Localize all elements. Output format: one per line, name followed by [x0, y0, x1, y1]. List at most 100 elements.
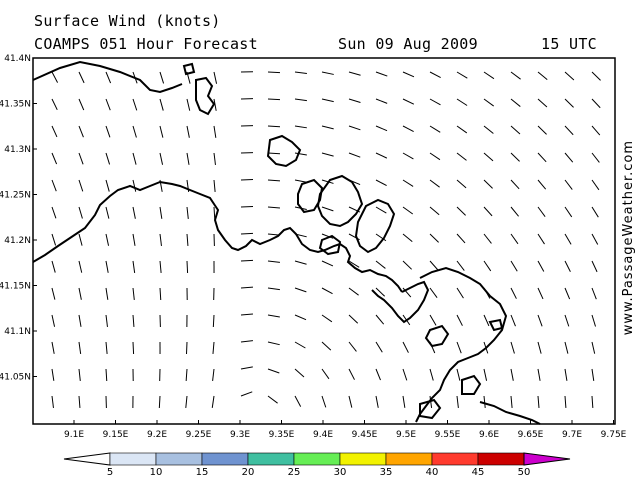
wind-barb — [348, 341, 357, 352]
wind-barb — [267, 71, 281, 74]
wind-barb — [240, 232, 254, 235]
island-se-2 — [419, 398, 442, 420]
wind-barb — [456, 125, 468, 134]
wind-barb — [294, 71, 307, 75]
wind-barb — [591, 395, 594, 409]
wind-barb — [132, 287, 135, 300]
wind-barb — [105, 98, 111, 111]
wind-barb — [510, 287, 517, 299]
wind-barb — [429, 233, 439, 243]
wind-barb — [185, 368, 188, 382]
wind-barb — [591, 287, 597, 300]
wind-barb — [483, 179, 493, 189]
wind-barb — [321, 125, 334, 130]
wind-barb — [510, 314, 516, 327]
wind-barb — [429, 98, 441, 106]
wind-barb — [105, 152, 111, 165]
wind-barb — [537, 341, 542, 354]
wind-barb — [186, 233, 189, 247]
colorbar-label: 35 — [380, 467, 393, 478]
wind-barb — [375, 314, 385, 325]
wind-barb — [537, 233, 545, 245]
wind-barb — [267, 260, 280, 263]
wind-barb — [267, 125, 281, 128]
lat-tick-label: 41.05N — [0, 373, 31, 383]
wind-barb — [294, 314, 307, 321]
wind-barb — [456, 341, 462, 354]
wind-barb — [483, 314, 490, 327]
wind-barb — [240, 286, 254, 289]
wind-barb — [212, 341, 215, 354]
wind-barb — [537, 260, 545, 272]
wind-barb — [537, 98, 548, 108]
wind-barb — [51, 206, 57, 219]
wind-barb — [158, 395, 161, 409]
wind-barb — [78, 341, 82, 354]
wind-barb — [213, 179, 216, 192]
wind-barb — [537, 179, 547, 190]
wind-barb — [105, 206, 110, 219]
wind-barb — [591, 368, 595, 381]
lon-tick-label: 9.5E — [396, 430, 416, 440]
wind-barb — [240, 340, 253, 343]
island-north-1 — [195, 76, 216, 116]
wind-barb — [483, 233, 492, 244]
colorbar-label: 45 — [472, 467, 485, 478]
wind-barb — [429, 125, 441, 133]
colorbar-max-arrow — [523, 452, 571, 466]
colorbar-segment — [201, 452, 249, 466]
colorbar-segment — [339, 452, 387, 466]
wind-barb — [51, 98, 58, 111]
wind-barb — [402, 233, 413, 243]
wind-barb — [348, 287, 359, 296]
wind-barb — [429, 314, 437, 326]
wind-barb — [564, 368, 568, 381]
wind-barb — [321, 368, 330, 380]
wind-barb — [267, 341, 280, 346]
wind-barb — [402, 71, 415, 78]
lat-tick-label: 41.25N — [0, 191, 31, 201]
wind-barb — [564, 233, 572, 245]
wind-barb — [456, 71, 468, 79]
wind-barb — [348, 152, 361, 158]
wind-barb — [456, 98, 468, 106]
wind-barb — [402, 98, 415, 105]
colorbar-segment — [247, 452, 295, 466]
lon-tick-label: 9.1E — [64, 430, 84, 440]
sardinia-east-coast — [415, 266, 508, 423]
wind-barb — [267, 395, 278, 404]
wind-barb — [429, 287, 438, 298]
wind-barb — [132, 314, 135, 328]
wind-barb — [321, 314, 333, 323]
wind-barb — [483, 395, 486, 408]
colorbar-label: 15 — [196, 467, 209, 478]
colorbar-segment — [431, 452, 479, 466]
island-se-1 — [461, 374, 482, 395]
wind-barb — [483, 125, 494, 134]
wind-barb — [78, 125, 84, 138]
wind-barbs — [51, 71, 601, 409]
wind-barb — [429, 71, 441, 78]
wind-barb — [348, 395, 353, 408]
colorbar-label: 40 — [426, 467, 439, 478]
wind-barb — [375, 368, 381, 381]
wind-barb — [375, 287, 386, 297]
wind-barb — [375, 395, 379, 408]
wind-barb — [294, 287, 307, 293]
wind-barb — [456, 314, 463, 326]
wind-barb — [375, 125, 388, 132]
wind-barb — [240, 391, 253, 397]
lon-tick-label: 9.15E — [103, 430, 129, 440]
wind-barb — [564, 98, 574, 108]
wind-barb — [212, 314, 215, 328]
wind-barb — [510, 71, 521, 80]
wind-barb — [321, 260, 334, 267]
wind-barb — [510, 152, 520, 162]
wind-barb — [591, 233, 599, 245]
colorbar-min-arrow — [63, 452, 111, 466]
wind-barb — [159, 152, 164, 165]
wind-barb — [321, 341, 332, 351]
wind-speed-colorbar: 5 10 15 20 25 30 35 40 45 50 — [63, 452, 571, 478]
wind-barb — [591, 260, 598, 273]
wind-barb — [456, 233, 466, 244]
